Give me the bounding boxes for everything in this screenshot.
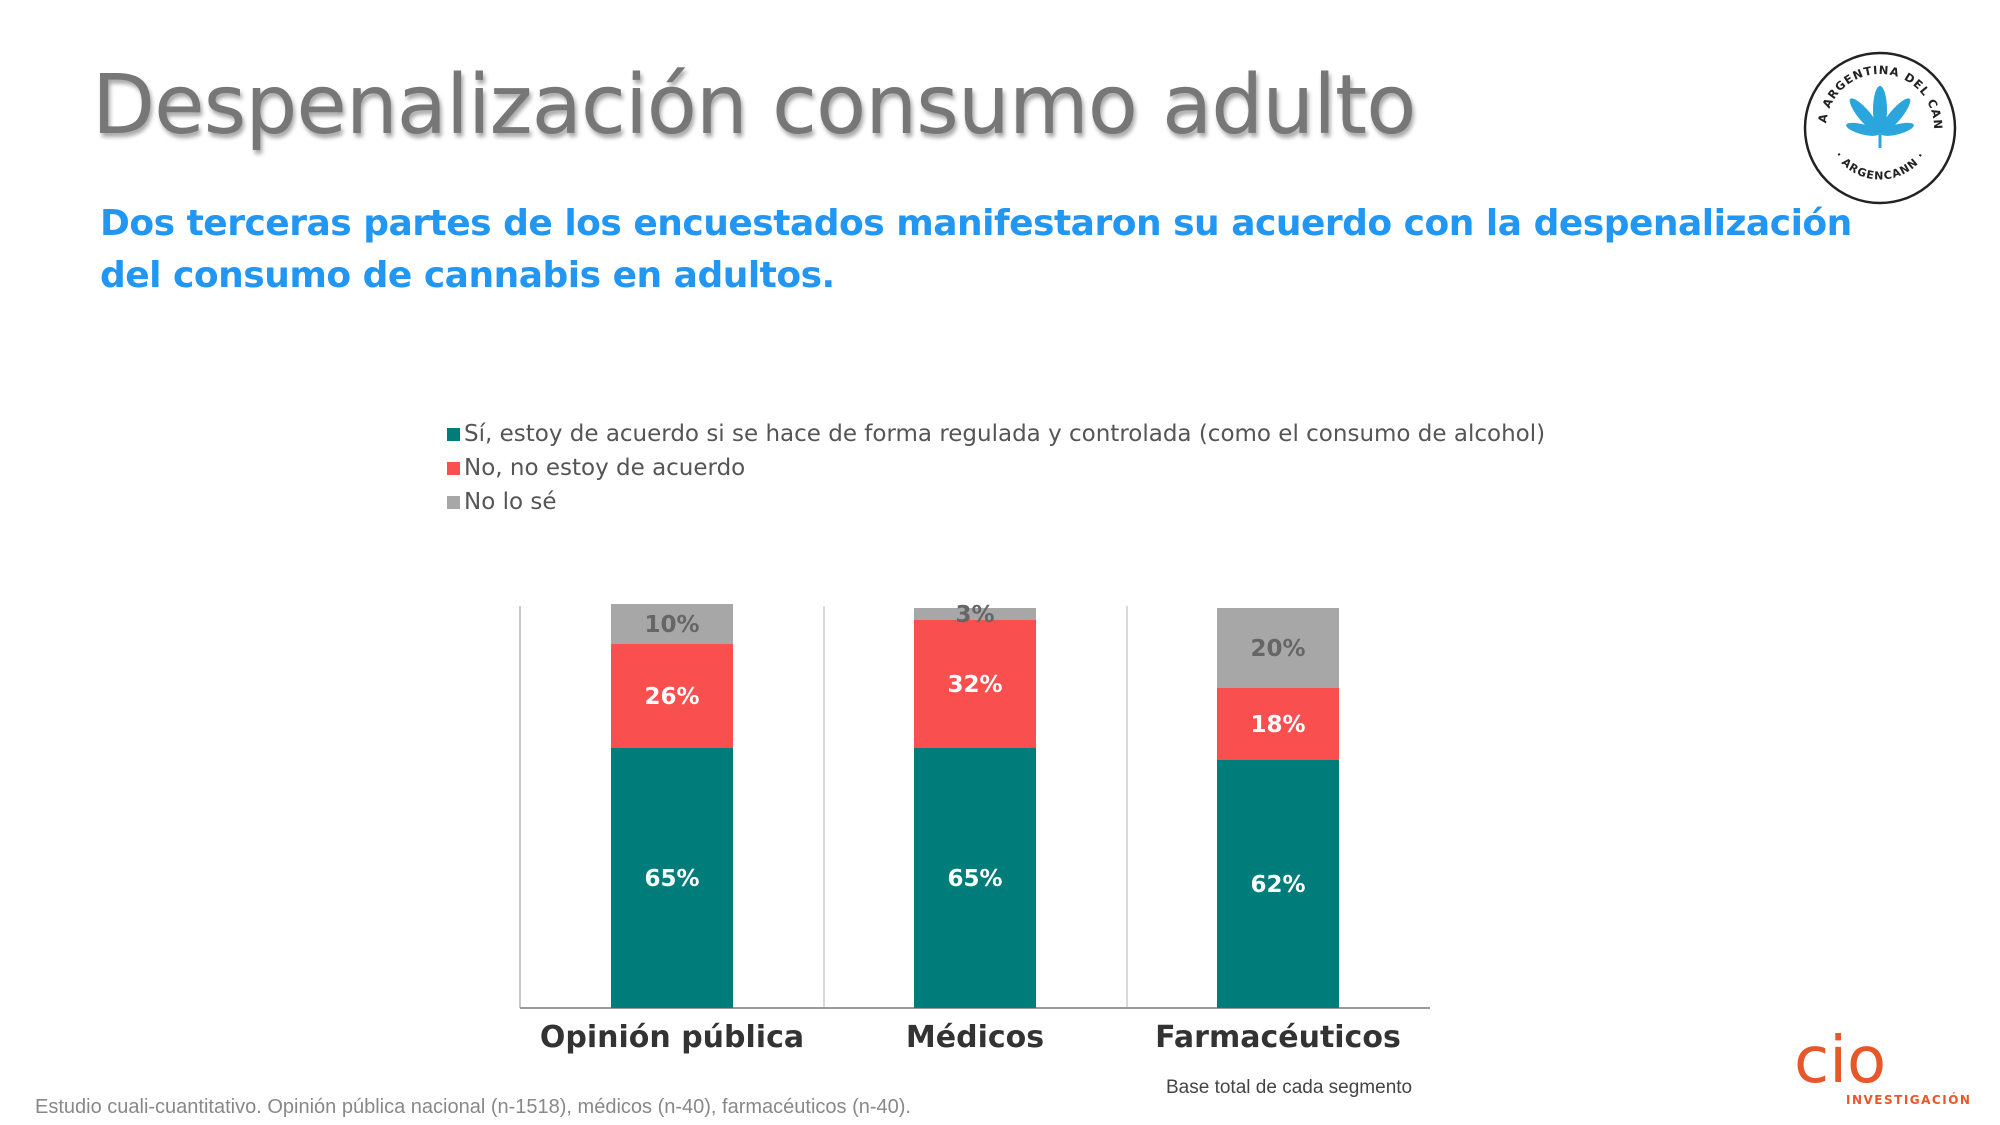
bar-segment (1217, 688, 1339, 760)
data-label: 65% (947, 866, 1002, 892)
data-label: 26% (644, 684, 699, 710)
footnote: Estudio cuali-cuantitativo. Opinión públ… (35, 1096, 911, 1118)
chart-legend: Sí, estoy de acuerdo si se hace de forma… (447, 421, 1545, 515)
base-note: Base total de cada segmento (1166, 1077, 1413, 1098)
data-label: 20% (1250, 636, 1305, 662)
cio-wordmark: cio (1794, 1024, 1886, 1098)
page-subtitle: Dos terceras partes de los encuestados m… (100, 203, 1852, 296)
data-label: 18% (1250, 712, 1305, 738)
cio-tagline: INVESTIGACIÓN (1846, 1092, 1970, 1107)
cannabis-leaf-icon (1846, 86, 1914, 148)
legend-label: No lo sé (464, 489, 557, 515)
data-label: 62% (1250, 872, 1305, 898)
data-label: 32% (947, 672, 1002, 698)
bar-segment (914, 608, 1036, 620)
legend-swatch (447, 462, 460, 475)
data-label: 65% (644, 866, 699, 892)
bar-segment (611, 748, 733, 1008)
bar-segment (1217, 760, 1339, 1008)
category-label: Farmacéuticos (1155, 1020, 1401, 1055)
legend-swatch (447, 496, 460, 509)
data-label: 3% (955, 602, 994, 628)
page-title: Despenalización consumo adulto (92, 58, 1416, 153)
bar-segment (1217, 608, 1339, 688)
cio-logo: cio INVESTIGACIÓN (1794, 1024, 1970, 1107)
category-label: Opinión pública (540, 1020, 804, 1055)
bar-segment (914, 748, 1036, 1008)
argencann-logo: CAMARA ARGENTINA DEL CANNABIS · ARGENCAN… (1800, 48, 1957, 205)
category-labels: Opinión pública Médicos Farmacéuticos (540, 1020, 1401, 1055)
bar-segment (611, 604, 733, 644)
data-label: 10% (644, 612, 699, 638)
legend-label: No, no estoy de acuerdo (464, 455, 745, 481)
bar-segment (914, 620, 1036, 748)
chart-bars: 65% 26% 10% 65% 32% 3% 62% 18% 20% (611, 602, 1339, 1008)
category-label: Médicos (906, 1020, 1044, 1055)
legend-swatch (447, 428, 460, 441)
bar-segment (611, 644, 733, 748)
legend-label: Sí, estoy de acuerdo si se hace de forma… (464, 421, 1545, 447)
